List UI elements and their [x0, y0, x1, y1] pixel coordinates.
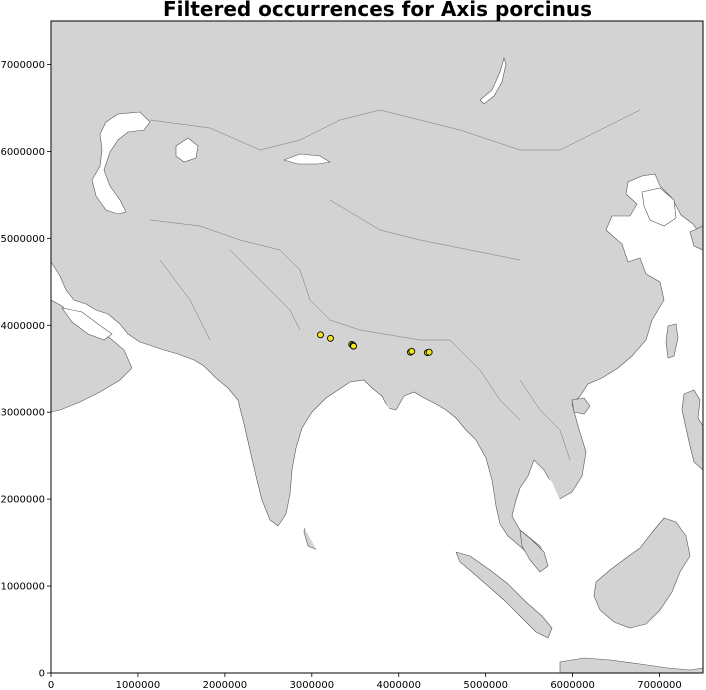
korea-japan: [689, 225, 703, 251]
y-tick-label: 0: [39, 669, 45, 680]
occurrence-points: [317, 331, 433, 357]
x-tick-label: 4000000: [376, 680, 421, 690]
yellow-sea: [641, 187, 677, 227]
red-sea: [51, 276, 66, 300]
y-tick-label: 1000000: [0, 582, 45, 593]
taiwan: [665, 323, 679, 359]
y-tick-label: 3000000: [0, 408, 45, 419]
x-tick-label: 5000000: [463, 680, 508, 690]
sumatra: [455, 551, 553, 639]
y-tick-label: 4000000: [0, 321, 45, 332]
occurrence-point[interactable]: [408, 347, 416, 355]
x-tick-label: 7000000: [637, 680, 682, 690]
arabian-sea: [100, 360, 270, 560]
bay-of-bengal: [300, 386, 440, 580]
x-tick-label: 0: [48, 680, 54, 690]
y-tick-label: 5000000: [0, 234, 45, 245]
landmass-layer: [51, 21, 703, 673]
x-tick-label: 2000000: [203, 680, 248, 690]
x-tick-label: 3000000: [290, 680, 335, 690]
axes-frame: [50, 20, 704, 674]
occurrence-point[interactable]: [350, 342, 357, 350]
lake-balkhash: [283, 153, 331, 165]
gulf-of-thailand: [528, 470, 560, 510]
lake-baikal: [479, 56, 507, 105]
aral-sea: [175, 137, 199, 163]
y-tick-label: 2000000: [0, 495, 45, 506]
x-tick-label: 1000000: [116, 680, 161, 690]
occurrence-point[interactable]: [317, 331, 324, 339]
persian-gulf: [61, 307, 113, 341]
x-tick-label: 6000000: [550, 680, 595, 690]
java: [559, 657, 703, 673]
country-borders: [149, 109, 641, 461]
occurrence-point[interactable]: [425, 348, 433, 356]
eurasia-landmass: [51, 21, 703, 567]
axis-ticks: 0 1000000 2000000 3000000 4000000 5000000 6000…: [0, 60, 681, 690]
borneo: [593, 517, 691, 629]
y-tick-label: 7000000: [0, 60, 45, 71]
map-title: Filtered occurrences for Axis porcinus: [162, 0, 593, 21]
hainan: [571, 397, 591, 415]
y-tick-label: 6000000: [0, 147, 45, 158]
philippines: [681, 389, 703, 471]
caspian-sea: [91, 111, 151, 215]
malay-peninsula: [519, 529, 549, 573]
occurrence-point[interactable]: [327, 334, 334, 342]
